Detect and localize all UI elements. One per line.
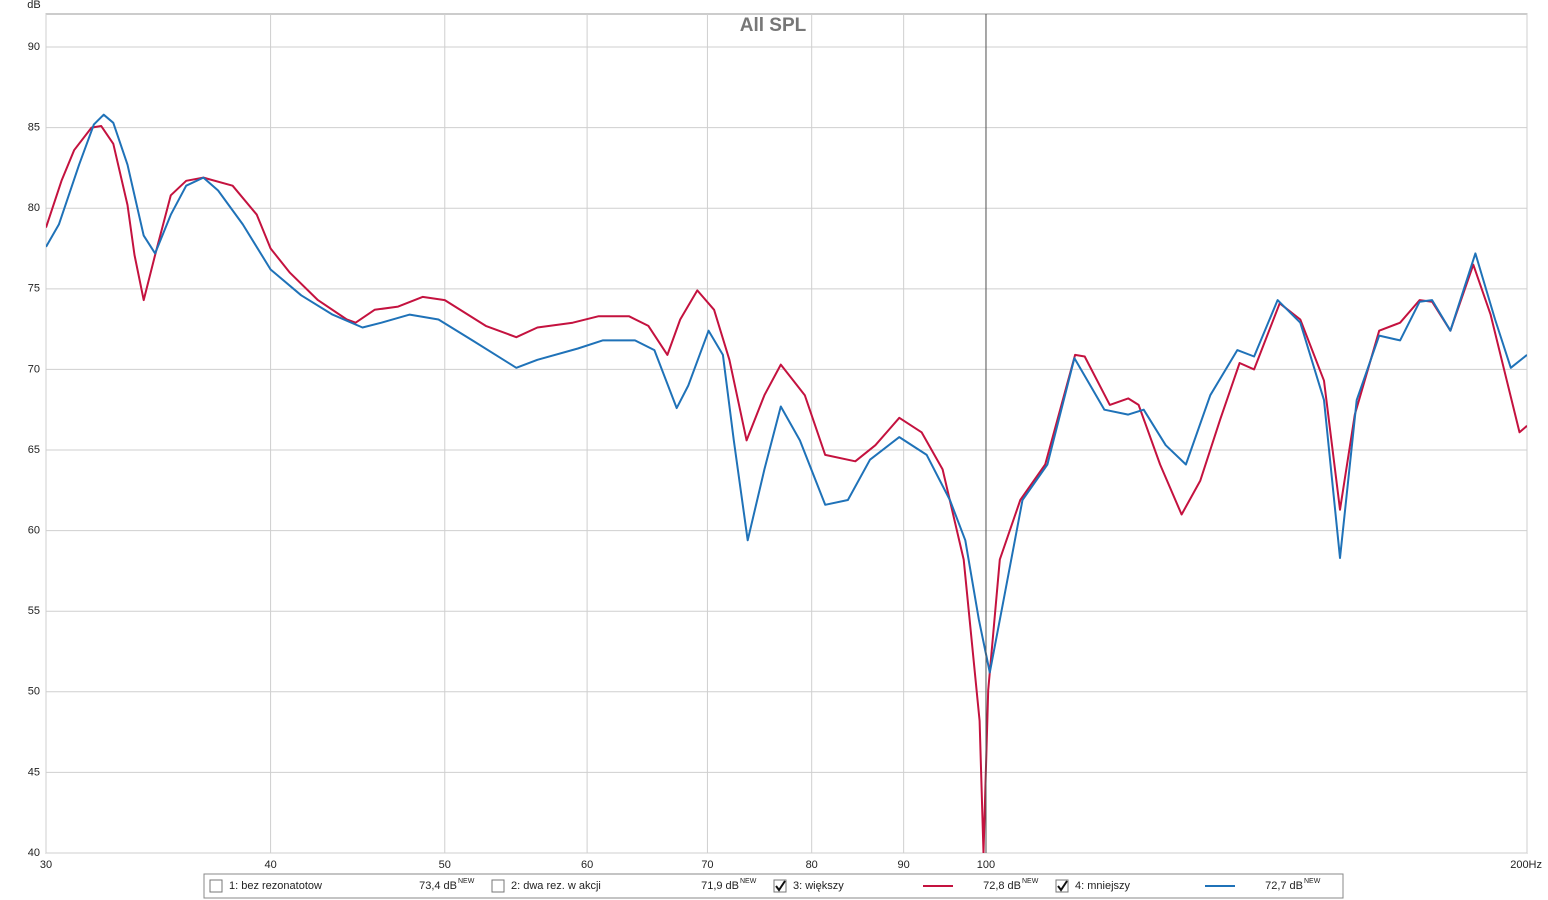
y-tick-label: 85 xyxy=(28,122,40,134)
x-tick-label: 30 xyxy=(40,859,52,871)
legend-checkmark xyxy=(1057,880,1068,892)
y-tick-label: 90 xyxy=(28,41,40,53)
x-tick-label: 200Hz xyxy=(1510,859,1542,871)
legend-reading: 72,7 dB xyxy=(1265,880,1303,892)
legend-badge: NEW xyxy=(458,878,475,885)
x-tick-label: 70 xyxy=(701,859,713,871)
x-tick-label: 50 xyxy=(439,859,451,871)
legend-badge: NEW xyxy=(1304,878,1321,885)
legend-checkbox[interactable] xyxy=(491,879,505,893)
trace xyxy=(46,113,1527,674)
legend-label[interactable]: 4: mniejszy xyxy=(1075,880,1131,892)
legend-label[interactable]: 1: bez rezonatotow xyxy=(229,880,322,892)
x-tick-label: 90 xyxy=(898,859,910,871)
legend-reading: 73,4 dB xyxy=(419,880,457,892)
y-axis-label: dB xyxy=(27,0,40,11)
legend-reading: 72,8 dB xyxy=(983,880,1021,892)
y-tick-label: 60 xyxy=(28,525,40,537)
x-tick-label: 60 xyxy=(581,859,593,871)
y-tick-label: 50 xyxy=(28,686,40,698)
legend-label[interactable]: 3: większy xyxy=(793,880,844,892)
y-tick-label: 45 xyxy=(28,766,40,778)
y-tick-label: 40 xyxy=(28,847,40,859)
legend-checkbox[interactable] xyxy=(209,879,223,893)
y-tick-label: 70 xyxy=(28,363,40,375)
legend-reading: 71,9 dB xyxy=(701,880,739,892)
legend-badge: NEW xyxy=(740,878,757,885)
legend-checkmark xyxy=(775,880,786,892)
y-tick-label: 65 xyxy=(28,444,40,456)
legend-badge: NEW xyxy=(1022,878,1039,885)
y-tick-label: 55 xyxy=(28,605,40,617)
x-tick-label: 100 xyxy=(977,859,995,871)
y-tick-label: 75 xyxy=(28,283,40,295)
x-tick-label: 80 xyxy=(806,859,818,871)
chart-title: All SPL xyxy=(740,15,807,36)
traces xyxy=(46,113,1527,853)
plot-area xyxy=(45,13,1528,854)
x-tick-label: 40 xyxy=(264,859,276,871)
legend-label[interactable]: 2: dwa rez. w akcji xyxy=(511,880,601,892)
y-tick-label: 80 xyxy=(28,202,40,214)
